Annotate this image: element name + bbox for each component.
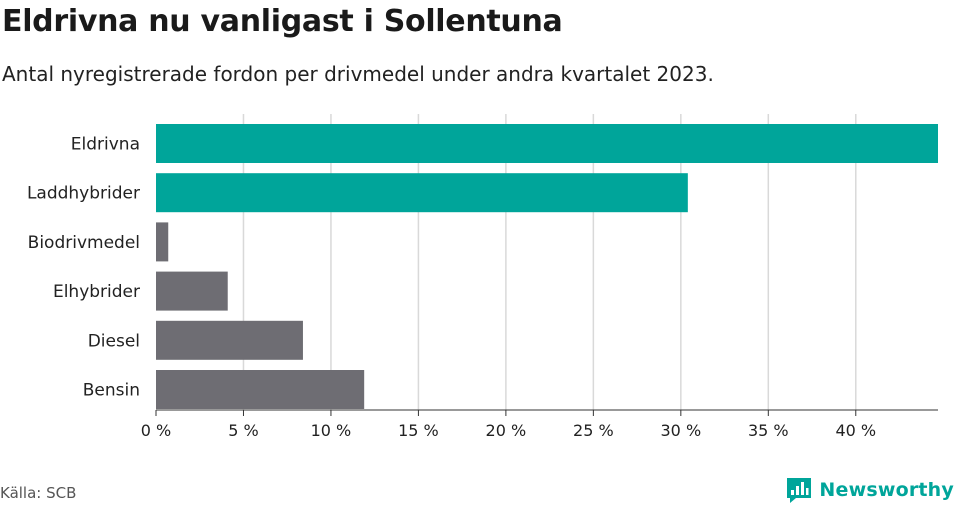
x-tick-label: 20 %: [486, 421, 527, 440]
bar-eldrivna: [156, 124, 938, 163]
category-label: Biodrivmedel: [28, 233, 140, 253]
x-tick-label: 35 %: [748, 421, 789, 440]
bar-laddhybrider: [156, 173, 688, 213]
category-label: Diesel: [88, 331, 140, 351]
brand-logo: Newsworthy: [785, 474, 954, 506]
brand-name: Newsworthy: [819, 479, 954, 501]
category-labels: Eldrivna Laddhybrider Biodrivmedel Elhybrid…: [27, 135, 140, 401]
x-tick-label: 10 %: [311, 421, 352, 440]
category-label: Eldrivna: [71, 135, 140, 155]
category-label: Elhybrider: [53, 282, 140, 302]
category-label: Bensin: [83, 381, 140, 401]
chart-title: Eldrivna nu vanligast i Sollentuna: [2, 4, 563, 39]
x-tick-label: 15 %: [398, 421, 439, 440]
x-tick-label: 5 %: [228, 421, 258, 440]
x-axis: 0 % 5 % 10 % 15 % 20 % 25 % 30 % 35 % 40 %: [141, 409, 938, 440]
x-tick-label: 0 %: [141, 421, 171, 440]
x-tick-label: 30 %: [661, 421, 702, 440]
bar-diesel: [156, 320, 303, 360]
chart-subtitle: Antal nyregistrerade fordon per drivmede…: [2, 62, 714, 86]
grid-lines: [242, 114, 857, 410]
bar-bensin: [156, 370, 365, 409]
category-label: Laddhybrider: [27, 184, 140, 204]
bar-elhybrider: [156, 271, 228, 311]
bar-chart-logo-icon: [787, 478, 812, 503]
bar-biodrivmedel: [156, 222, 169, 262]
x-tick-label: 40 %: [835, 421, 876, 440]
bar-chart: Eldrivna Laddhybrider Biodrivmedel Elhybrid…: [27, 114, 938, 440]
x-tick-label: 25 %: [573, 421, 614, 440]
bars: [156, 124, 938, 409]
source-note: Källa: SCB: [0, 484, 77, 502]
